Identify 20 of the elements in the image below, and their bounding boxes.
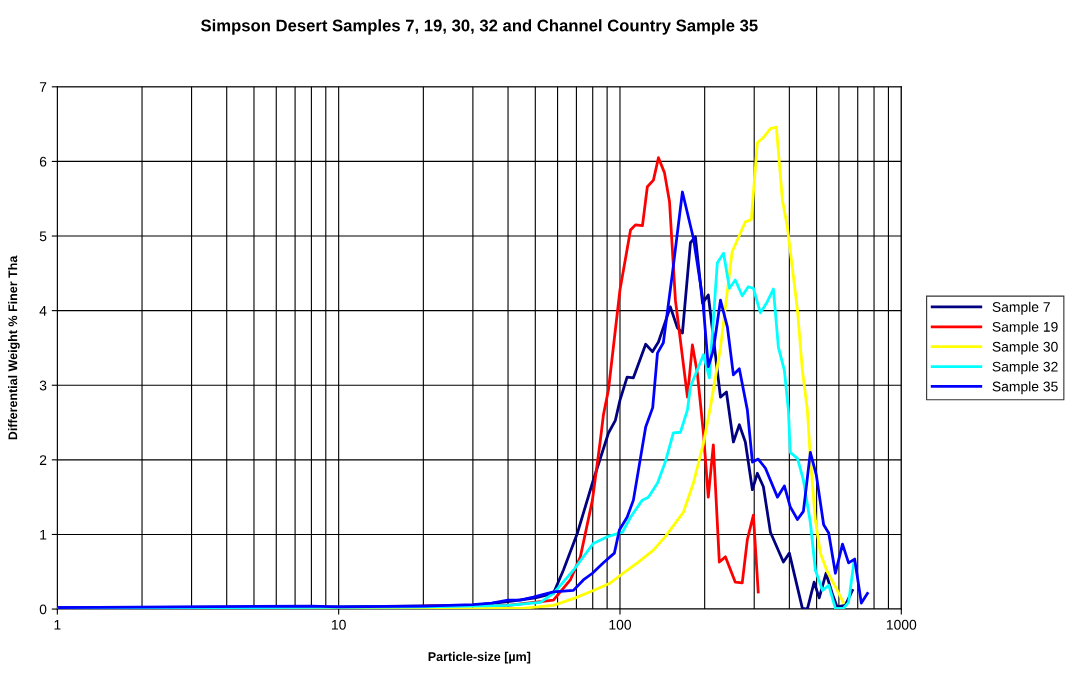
y-tick-label: 6 (39, 156, 47, 167)
y-tick-label: 4 (39, 306, 47, 316)
y-tick-label: 0 (39, 604, 47, 615)
x-tick-label: 10 (332, 619, 346, 630)
legend-label: Sample 32 (992, 361, 1058, 375)
x-tick-label: 1 (54, 619, 61, 630)
y-tick-label: 3 (39, 380, 47, 391)
y-tick-label: 2 (39, 455, 47, 465)
legend-label: Sample 30 (992, 341, 1058, 355)
y-tick-label: 5 (39, 231, 47, 242)
legend-label: Sample 35 (992, 381, 1058, 395)
x-tick-label: 1000 (886, 619, 917, 630)
x-tick-label: 100 (609, 619, 632, 630)
legend-label: Sample 19 (992, 321, 1058, 335)
y-tick-label: 7 (39, 82, 47, 92)
y-tick-label: 1 (40, 529, 47, 540)
y-axis-title: Differential Weight % Finer Tha (8, 255, 20, 440)
x-axis-title: Particle-size [µm] (428, 651, 531, 664)
chart-title: Simpson Desert Samples 7, 19, 30, 32 and Channel Country Sample 35 (201, 19, 758, 35)
legend-label: Sample 7 (992, 301, 1050, 315)
